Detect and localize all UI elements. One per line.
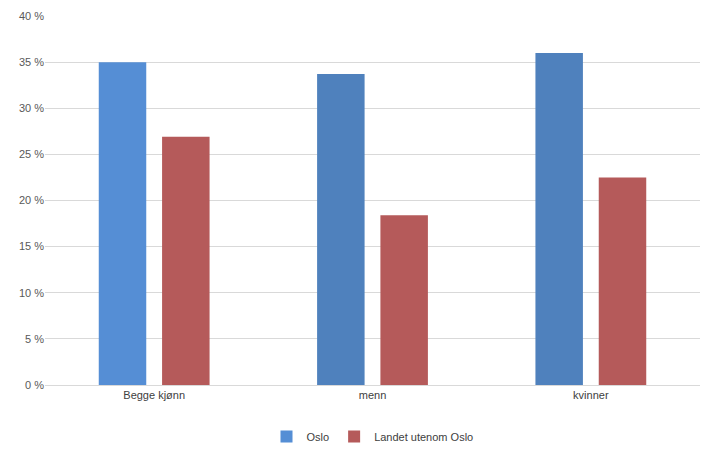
svg-text:25 %: 25 % — [19, 148, 44, 160]
svg-text:15 %: 15 % — [19, 240, 44, 252]
svg-text:Landet utenom Oslo: Landet utenom Oslo — [374, 431, 473, 443]
svg-text:20 %: 20 % — [19, 194, 44, 206]
svg-text:kvinner: kvinner — [573, 389, 609, 401]
svg-text:10 %: 10 % — [19, 287, 44, 299]
svg-text:40 %: 40 % — [19, 10, 44, 22]
svg-text:35 %: 35 % — [19, 56, 44, 68]
svg-text:Begge kjønn: Begge kjønn — [123, 389, 185, 401]
svg-text:30 %: 30 % — [19, 102, 44, 114]
svg-text:menn: menn — [359, 389, 387, 401]
svg-text:Oslo: Oslo — [307, 431, 330, 443]
svg-text:5 %: 5 % — [25, 333, 44, 345]
svg-text:0 %: 0 % — [25, 379, 44, 391]
